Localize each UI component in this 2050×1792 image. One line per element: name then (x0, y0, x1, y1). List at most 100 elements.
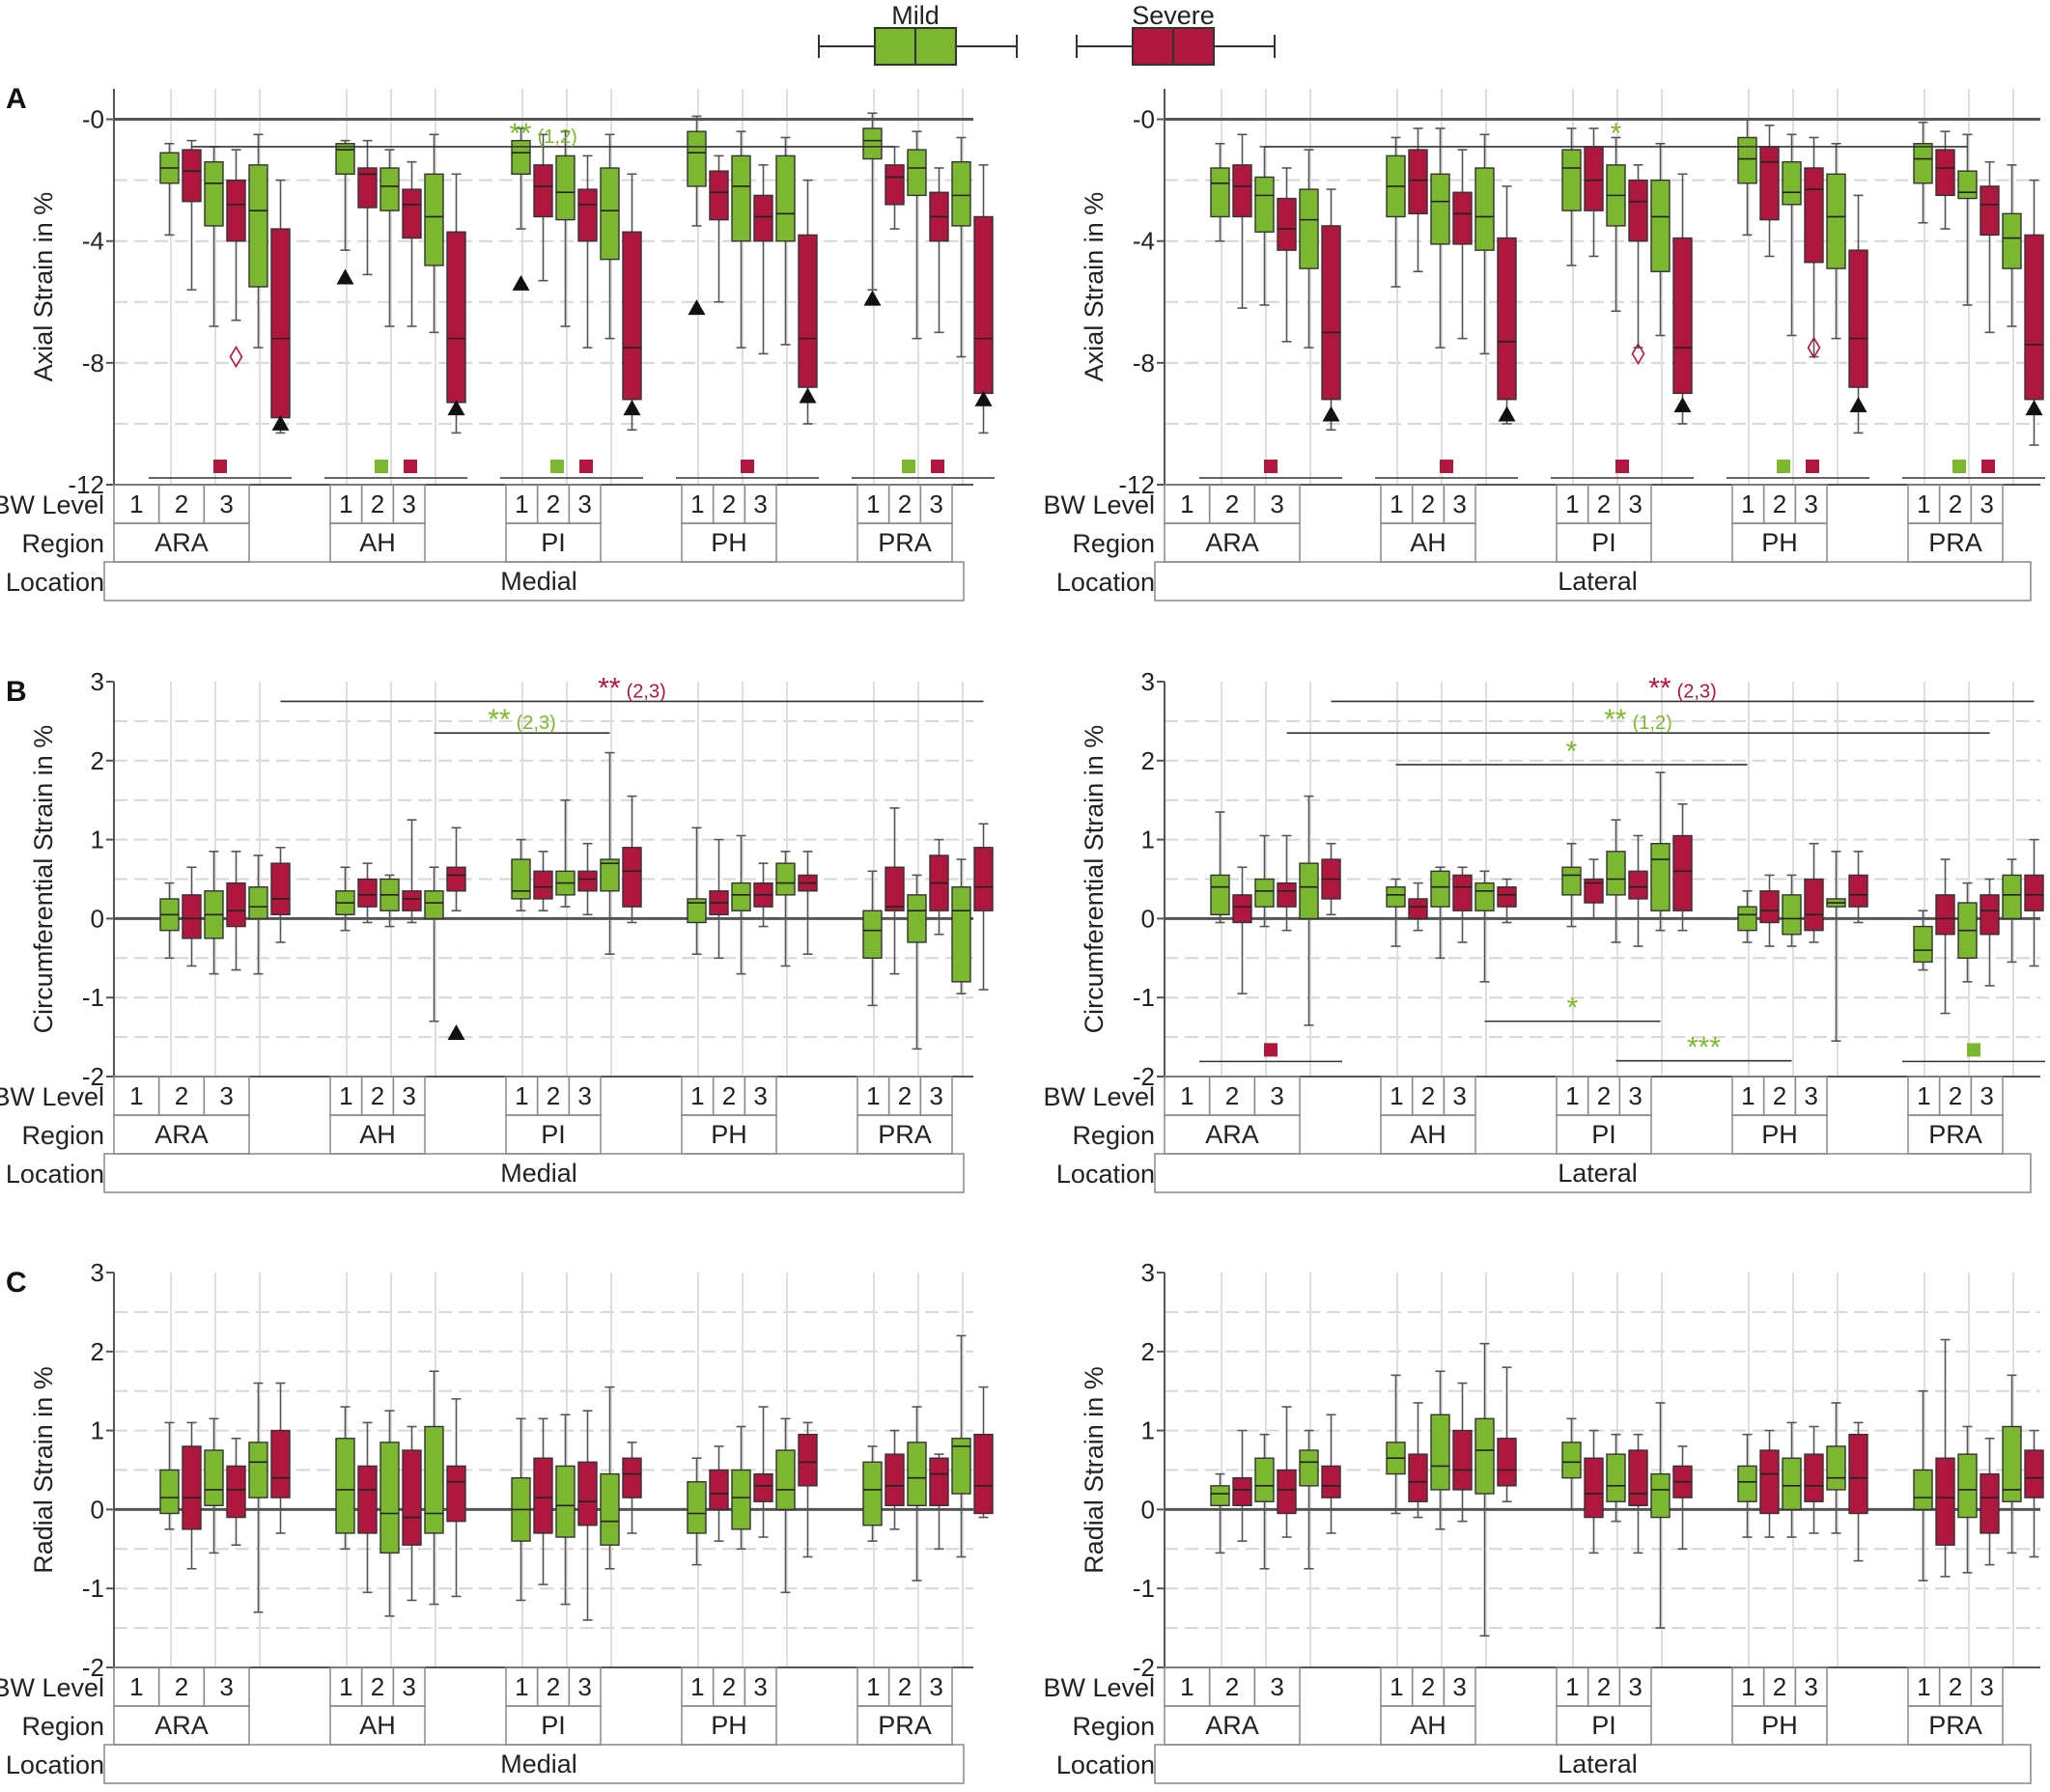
group-marker-square (1264, 1043, 1278, 1057)
box-body (270, 228, 291, 419)
box-mild-PH-bw2 (1782, 133, 1802, 337)
box-severe-ARA-bw1 (1232, 133, 1252, 309)
significance-label: * (1611, 118, 1622, 150)
box-body (885, 164, 905, 206)
box-body (907, 1442, 927, 1507)
significance-stars: *** (1687, 1032, 1721, 1064)
box-body (1497, 1438, 1517, 1487)
region-label: ARA (1205, 1711, 1259, 1740)
box-body (533, 1457, 553, 1534)
group-marker-square (1264, 460, 1278, 473)
box-body (1452, 1429, 1473, 1491)
row-label-region: Region (1072, 529, 1155, 558)
box-body (402, 188, 422, 239)
group-marker-square (931, 460, 944, 473)
box-mild-PRA-bw1 (862, 870, 883, 1007)
box-severe-PH-bw3 (1848, 194, 1868, 434)
box-body (1804, 167, 1824, 264)
box-mild-PRA-bw3 (2002, 164, 2022, 327)
box-body (1826, 173, 1846, 269)
box-body (731, 882, 751, 911)
significance-stars: * (1566, 736, 1578, 768)
outlier-marker (512, 274, 530, 291)
bw-level-label: 2 (371, 1081, 384, 1110)
region-label: ARA (154, 1120, 209, 1149)
bw-level-label: 1 (1917, 1081, 1930, 1110)
region-label: PH (1761, 528, 1798, 557)
box-mild-ARA-bw2 (204, 1417, 224, 1554)
location-cell (1154, 1153, 2032, 1193)
bw-level-label: 3 (219, 1081, 233, 1110)
bw-level-label: 3 (1804, 1081, 1817, 1110)
outlier-diamond (1631, 342, 1645, 365)
box-mild-PRA-bw2 (1957, 133, 1978, 306)
bw-level-label: 2 (1225, 490, 1239, 518)
box-severe-AH-bw3 (446, 826, 466, 912)
box-body (357, 1465, 378, 1534)
box-body (1628, 1449, 1648, 1507)
y-tick-label: -0 (1133, 105, 1155, 134)
significance-stars: * (1567, 993, 1579, 1024)
bw-level-label: 3 (402, 1672, 415, 1701)
box-severe-PI-bw2 (577, 842, 598, 916)
significance-label: ** (1,2) (509, 118, 576, 150)
box-severe-PRA-bw1 (1935, 1338, 1955, 1578)
bw-level-label: 2 (1421, 490, 1435, 518)
row-label-region: Region (21, 1121, 104, 1150)
row-label-region: Region (21, 1712, 104, 1741)
box-mild-ARA-bw1 (1210, 1472, 1230, 1554)
group-marker-square (1806, 460, 1819, 473)
region-label: ARA (154, 1711, 209, 1740)
y-axis-label: Circumferential Strain in % (29, 725, 58, 1034)
location-cell (103, 561, 965, 602)
box-severe-PRA-bw3 (2024, 838, 2044, 967)
box-mild-PI-bw3 (1650, 771, 1671, 932)
row-label-bw-level: BW Level (0, 1082, 104, 1111)
box-mild-PRA-bw2 (907, 130, 927, 340)
box-severe-PRA-bw2 (929, 838, 949, 936)
box-mild-ARA-bw1 (159, 142, 180, 237)
bw-level-label: 2 (371, 490, 384, 518)
y-tick-label: -4 (1133, 227, 1155, 256)
outlier-diamond (1807, 336, 1821, 359)
significance-stars: ** (509, 118, 532, 150)
box-body (731, 154, 751, 242)
box-severe-PI-bw2 (577, 1410, 598, 1621)
box-mild-ARA-bw3 (248, 1382, 268, 1613)
significance-stars: * (1611, 118, 1622, 150)
box-body (600, 1472, 620, 1546)
box-body (1737, 906, 1757, 932)
region-label: PRA (1928, 1711, 1982, 1740)
box-body (1210, 167, 1230, 218)
location-cell (103, 1153, 965, 1193)
box-mild-PH-bw1 (687, 1457, 707, 1566)
box-body (973, 847, 994, 911)
box-body (753, 1472, 773, 1502)
box-body (1672, 237, 1693, 395)
bw-level-label: 3 (929, 1672, 942, 1701)
significance-label: * (1566, 736, 1578, 768)
box-severe-AH-bw1 (357, 1421, 378, 1594)
box-mild-ARA-bw2 (204, 146, 224, 327)
region-label: PRA (1928, 1120, 1982, 1149)
box-severe-ARA-bw1 (182, 1421, 202, 1570)
box-severe-PI-bw3 (1672, 802, 1693, 932)
region-label: ARA (1205, 1120, 1259, 1149)
box-body (1254, 1457, 1275, 1502)
significance-label: ** (1,2) (1604, 704, 1671, 736)
significance-label: *** (1687, 1032, 1721, 1064)
region-label: AH (1410, 528, 1446, 557)
box-severe-ARA-bw3 (270, 1382, 291, 1534)
box-body (862, 910, 883, 959)
box-mild-PRA-bw3 (2002, 1374, 2022, 1554)
y-tick-label: -1 (82, 983, 104, 1012)
bw-level-label: 3 (1270, 1672, 1283, 1701)
box-severe-PRA-bw3 (973, 823, 994, 991)
box-body (1386, 885, 1406, 908)
box-body (446, 231, 466, 404)
box-mild-AH-bw1 (335, 139, 355, 251)
box-severe-ARA-bw2 (226, 149, 246, 322)
box-mild-PI-bw2 (1606, 136, 1626, 313)
